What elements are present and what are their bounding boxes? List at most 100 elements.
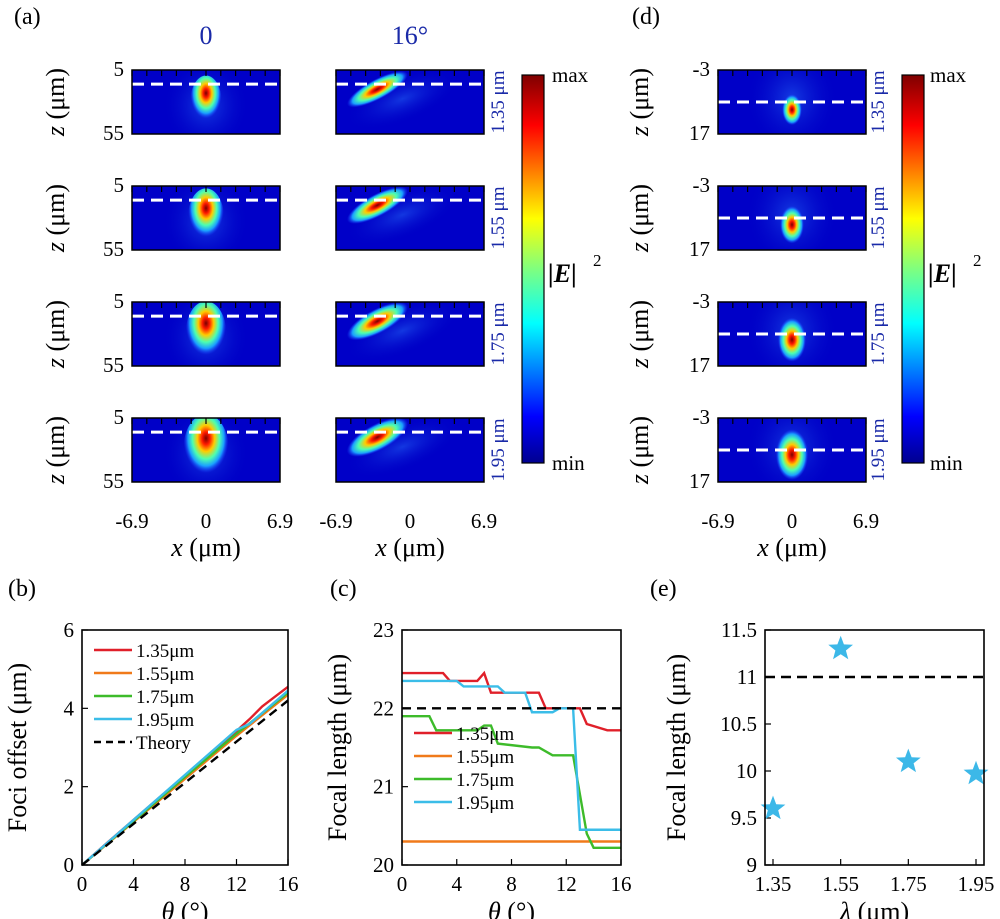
map-d-row-2-z-var: z (625, 358, 654, 369)
map-a-normal-1-spot (188, 188, 224, 246)
y-axis-label-e: Focal length (μm) (662, 654, 691, 841)
x-tick-label: 16 (611, 872, 632, 896)
z-tick-top: 5 (114, 57, 125, 81)
y-axis-label-c: Focal length (μm) (323, 654, 352, 841)
zd-tick-bottom: 17 (689, 121, 710, 145)
x-tick-a-normal-right: 6.9 (267, 509, 293, 533)
x-axis-label-b-var: θ (162, 897, 175, 919)
map-d-1-spot (780, 205, 804, 244)
z-tick-bottom: 55 (103, 237, 124, 261)
z-tick-bottom: 55 (103, 469, 124, 493)
x-tick-label: 0 (397, 872, 408, 896)
x-tick-label: 4 (452, 872, 463, 896)
star-point (896, 748, 921, 773)
y-tick-label: 0 (64, 853, 75, 877)
legend-label: Theory (136, 733, 191, 754)
x-label-unit: (μm) (387, 533, 445, 562)
x-label-a-oblique: x (μm) (374, 533, 445, 562)
map-a-normal-3-spot (183, 418, 229, 482)
map-a-oblique-3-field (336, 418, 484, 482)
map-d-row-3-z-var: z (625, 474, 654, 485)
zd-tick-bottom: 17 (689, 353, 710, 377)
col-title-16: 16° (392, 21, 428, 50)
z-tick-top: 5 (114, 289, 125, 313)
map-d-row-0-z-unit: (μm) (625, 68, 654, 126)
map-a-row-1-z-label: z (μm) (41, 184, 70, 253)
zd-tick-top: -3 (693, 405, 711, 429)
zd-tick-bottom: 17 (689, 237, 710, 261)
x-tick-d-right: 6.9 (853, 509, 879, 533)
colorbar-a-gradient (521, 74, 545, 464)
line-charts: 0 4 8 12 1602461.35μm1.55μm1.75μm1.95μmTheor… (3, 618, 994, 919)
legend-label: 1.95μm (456, 793, 514, 814)
chart-b: 0 4 8 12 16 0 2 4 6 1.35μm1.55μm1.75μm1.95μmTheor… (64, 618, 299, 896)
map-d-row-2-z-unit: (μm) (625, 300, 654, 358)
map-d-2 (717, 301, 867, 367)
panel-label-a: (a) (14, 4, 41, 30)
x-tick-a-oblique-mid: 0 (405, 509, 416, 533)
map-d-row-2-z-label: z (μm) (625, 300, 654, 369)
z-tick-bottom: 55 (103, 121, 124, 145)
z-tick-top: 5 (114, 405, 125, 429)
plot-frame (401, 629, 622, 866)
map-a-normal-2-spot (185, 302, 227, 365)
wavelength-d-1: 1.55 μm (868, 186, 889, 249)
y-tick-label: 6 (64, 618, 75, 642)
x-tick-a-normal-mid: 0 (201, 509, 212, 533)
y-tick-label: 2 (64, 775, 75, 799)
star-point (828, 635, 853, 660)
map-a-oblique-0-field (336, 70, 484, 134)
x-label-unit: (μm) (769, 533, 827, 562)
y-tick-label: 9 (747, 853, 758, 877)
series-line-195m (402, 679, 621, 831)
map-a-row-2-z-unit: (μm) (41, 300, 70, 358)
map-a-row-3-z-label: z (μm) (41, 416, 70, 485)
x-tick-label: 4 (128, 872, 139, 896)
map-d-0-spot (782, 94, 802, 126)
x-axis-label-c-var: θ (488, 897, 501, 919)
colorbar-d-power: 2 (973, 251, 982, 270)
colorbar-a-quantity: |E| (548, 259, 577, 288)
map-a-normal-1 (131, 185, 281, 251)
z-tick-top: 5 (114, 173, 125, 197)
y-tick-label: 11 (737, 665, 757, 689)
wavelength-a-2: 1.75 μm (488, 302, 509, 365)
x-tick-label: 1.55 (822, 872, 859, 896)
zd-tick-top: -3 (693, 289, 711, 313)
wavelength-d-2: 1.75 μm (868, 302, 889, 365)
wavelength-a-3: 1.95 μm (488, 418, 509, 481)
panel-label-d: (d) (632, 4, 660, 30)
map-a-oblique-2 (335, 301, 485, 367)
x-tick-label: 12 (556, 872, 577, 896)
colorbar-a-max: max (552, 63, 589, 87)
map-a-oblique-1-haze (347, 186, 459, 246)
series-line-175m (402, 714, 621, 849)
map-a-row-2-z-var: z (41, 358, 70, 369)
x-axis-label-e-unit: (μm) (851, 897, 909, 919)
map-a-oblique-2-haze (347, 302, 459, 362)
map-a-row-1-z-var: z (41, 242, 70, 253)
map-d-row-1-z-var: z (625, 242, 654, 253)
map-a-oblique-0 (335, 69, 485, 135)
map-d-row-0-z-label: z (μm) (625, 68, 654, 137)
legend-label: 1.75μm (456, 770, 514, 791)
legend-label: 1.95μm (136, 710, 194, 731)
colorbar-d-max: max (930, 63, 967, 87)
map-a-oblique-3-haze (347, 418, 459, 478)
map-d-3-spot (775, 429, 809, 480)
y-tick-label: 20 (373, 853, 394, 877)
x-tick-d-mid: 0 (787, 509, 798, 533)
colorbar-a-power: 2 (593, 251, 602, 270)
x-tick-label: 16 (278, 872, 299, 896)
map-a-oblique-2-spot (346, 302, 408, 341)
x-axis-label-c-unit: (°) (501, 897, 535, 919)
chart-e: 1.35 1.55 1.75 1.95 9 9.5 10 10.5 11 11.5 (720, 618, 994, 896)
x-tick-a-oblique-left: -6.9 (319, 509, 352, 533)
map-a-normal-0 (131, 69, 281, 135)
map-d-row-3-z-label: z (μm) (625, 416, 654, 485)
map-a-row-0-z-unit: (μm) (41, 68, 70, 126)
colorbar-a-min: min (552, 451, 585, 475)
x-tick-label: 1.95 (958, 872, 995, 896)
map-a-row-0-z-label: z (μm) (41, 68, 70, 137)
